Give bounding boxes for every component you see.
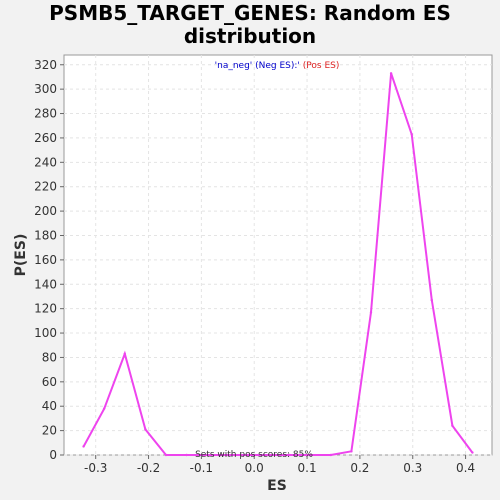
x-axis-label: ES — [267, 478, 287, 494]
data-point — [82, 445, 85, 448]
y-tick-label: 140 — [34, 277, 57, 291]
y-tick-label: 100 — [34, 326, 57, 340]
y-tick-label: 60 — [42, 375, 57, 389]
data-point — [430, 298, 433, 302]
x-tick-label: 0.0 — [245, 461, 264, 475]
y-axis-ticks: 0 20 40 60 80 100 120 140 160 180 200 220 240 260 280 3… — [34, 58, 64, 462]
x-axis-ticks: -0.3 -0.2 -0.1 0.0 0.1 0.2 0.3 0.4 — [84, 455, 475, 475]
legend-pos-es: (Pos ES) — [300, 61, 339, 71]
data-point — [267, 453, 271, 457]
grid — [64, 55, 492, 456]
y-tick-label: 40 — [42, 399, 57, 413]
y-tick-label: 300 — [34, 82, 57, 96]
y-tick-label: 320 — [34, 58, 57, 72]
data-point — [369, 311, 373, 314]
data-point — [329, 453, 333, 457]
legend-neg-es: 'na_neg' (Neg ES) — [215, 61, 295, 71]
legend: 'na_neg' (Neg ES):' (Pos ES) — [215, 61, 340, 71]
series-line — [82, 72, 474, 456]
legend-separator: :' — [294, 61, 300, 71]
data-point — [226, 453, 230, 457]
y-tick-label: 180 — [34, 228, 57, 242]
y-axis-label: P(ES) — [13, 234, 29, 277]
plot-area — [63, 54, 493, 456]
x-tick-label: 0.2 — [350, 461, 369, 475]
data-point — [451, 424, 454, 427]
y-tick-label: 240 — [34, 155, 57, 169]
data-point — [350, 450, 353, 453]
data-point — [164, 453, 168, 457]
data-point — [471, 451, 474, 454]
y-tick-label: 200 — [34, 204, 57, 218]
chart-title-line1: PSMB5_TARGET_GENES: Random ES — [49, 1, 451, 25]
chart-title-line2: distribution — [183, 24, 317, 48]
x-tick-label: -0.3 — [84, 461, 107, 475]
y-tick-label: 160 — [34, 253, 57, 267]
data-point — [144, 428, 147, 431]
data-point — [288, 453, 291, 457]
x-tick-label: 0.1 — [298, 461, 317, 475]
y-tick-label: 80 — [42, 350, 57, 364]
x-tick-label: -0.1 — [190, 461, 213, 475]
data-point — [102, 407, 106, 410]
data-point — [309, 453, 312, 457]
x-tick-label: 0.4 — [456, 461, 475, 475]
data-point — [247, 453, 250, 457]
data-point — [205, 453, 209, 457]
data-point — [389, 72, 393, 75]
y-tick-label: 0 — [49, 448, 57, 462]
pos-scores-annotation: Sets with pos scores: 85% — [195, 450, 313, 460]
y-tick-label: 220 — [34, 180, 57, 194]
data-point — [123, 352, 126, 355]
y-tick-label: 260 — [34, 131, 57, 145]
data-point — [185, 453, 188, 457]
x-tick-label: 0.3 — [403, 461, 422, 475]
series-points — [82, 72, 474, 457]
y-tick-label: 280 — [34, 107, 57, 121]
y-tick-label: 120 — [34, 302, 57, 316]
x-tick-label: -0.2 — [137, 461, 160, 475]
data-point — [410, 133, 413, 136]
chart-title: PSMB5_TARGET_GENES: Random ES distributi… — [0, 2, 500, 48]
y-tick-label: 20 — [42, 424, 57, 438]
